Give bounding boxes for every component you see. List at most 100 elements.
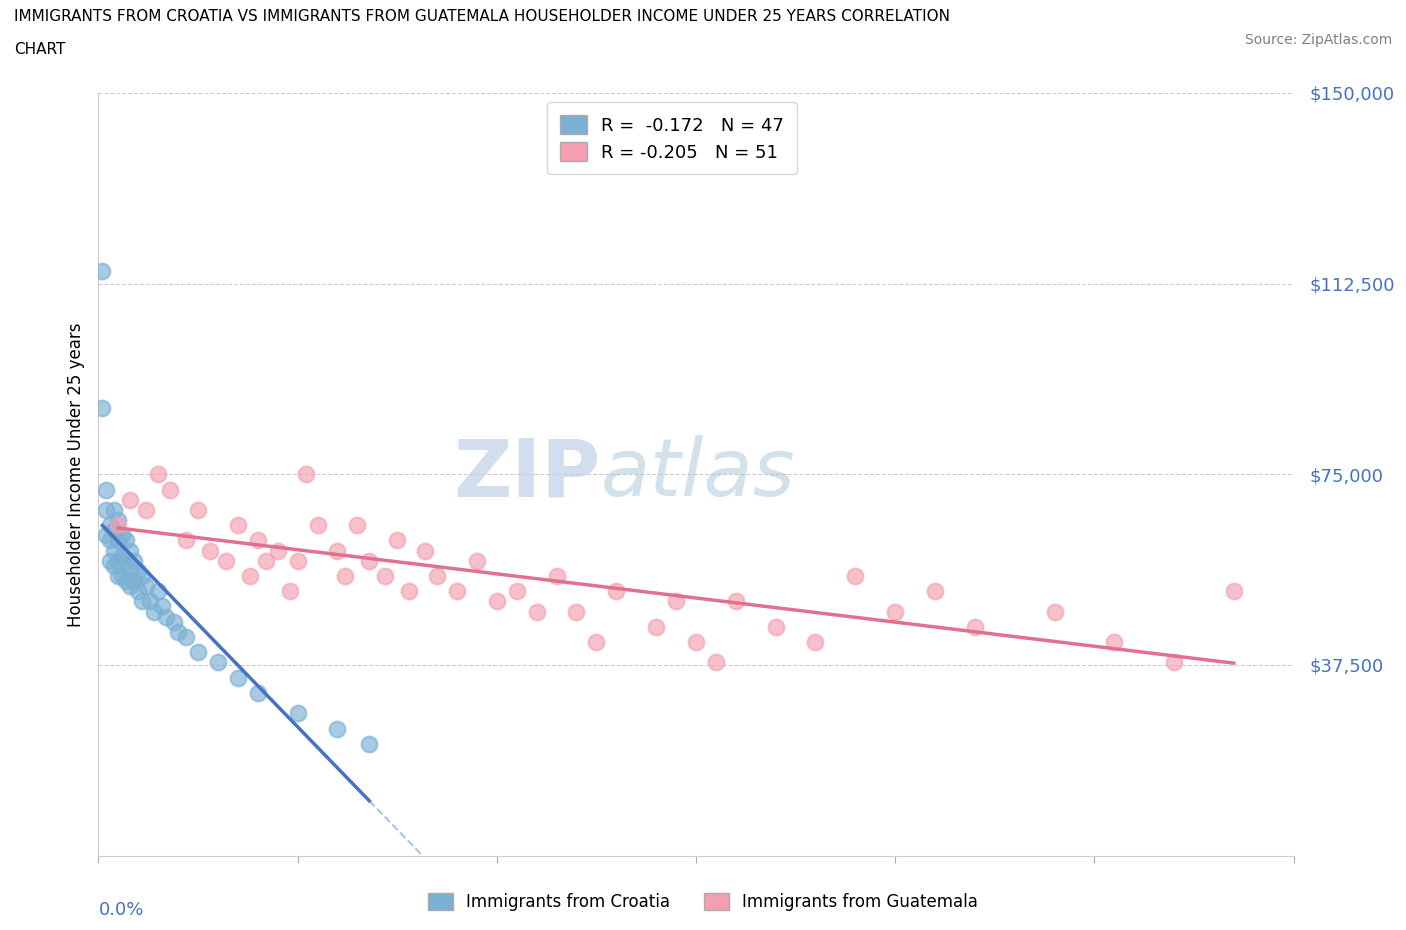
Point bbox=[111, 528, 134, 543]
Point bbox=[107, 518, 129, 533]
Point bbox=[359, 553, 381, 568]
Point bbox=[174, 630, 197, 644]
Point bbox=[398, 584, 420, 599]
Point bbox=[155, 609, 177, 624]
Point bbox=[1223, 584, 1246, 599]
Point bbox=[150, 599, 173, 614]
Point bbox=[1163, 655, 1185, 670]
Point bbox=[159, 482, 181, 497]
Point bbox=[124, 553, 146, 568]
Point bbox=[187, 644, 209, 659]
Point bbox=[98, 533, 122, 548]
Point bbox=[148, 584, 170, 599]
Point bbox=[127, 564, 149, 578]
Point bbox=[174, 533, 197, 548]
Point bbox=[115, 533, 138, 548]
Point bbox=[1104, 634, 1126, 649]
Point bbox=[96, 482, 118, 497]
Point bbox=[226, 671, 249, 685]
Point bbox=[294, 467, 316, 482]
Point bbox=[645, 619, 668, 634]
Text: ZIP: ZIP bbox=[453, 435, 600, 513]
Point bbox=[254, 553, 277, 568]
Point bbox=[963, 619, 986, 634]
Text: Source: ZipAtlas.com: Source: ZipAtlas.com bbox=[1244, 33, 1392, 46]
Point bbox=[139, 594, 162, 609]
Point bbox=[765, 619, 787, 634]
Point bbox=[724, 594, 747, 609]
Point bbox=[346, 518, 368, 533]
Point bbox=[124, 574, 146, 589]
Point bbox=[359, 737, 381, 751]
Text: CHART: CHART bbox=[14, 42, 66, 57]
Point bbox=[446, 584, 468, 599]
Point bbox=[131, 568, 153, 583]
Point bbox=[96, 528, 118, 543]
Point bbox=[385, 533, 409, 548]
Point bbox=[120, 543, 142, 558]
Point bbox=[135, 502, 157, 517]
Point bbox=[287, 706, 309, 721]
Point bbox=[413, 543, 436, 558]
Point bbox=[226, 518, 249, 533]
Point bbox=[465, 553, 488, 568]
Point bbox=[335, 568, 357, 583]
Point bbox=[215, 553, 238, 568]
Point bbox=[107, 553, 129, 568]
Point bbox=[307, 518, 329, 533]
Point bbox=[585, 634, 607, 649]
Point bbox=[131, 594, 153, 609]
Point bbox=[98, 518, 122, 533]
Point bbox=[844, 568, 866, 583]
Point bbox=[143, 604, 166, 619]
Point bbox=[485, 594, 508, 609]
Point bbox=[103, 558, 125, 573]
Point bbox=[565, 604, 588, 619]
Point bbox=[120, 558, 142, 573]
Point bbox=[198, 543, 221, 558]
Legend: R =  -0.172   N = 47, R = -0.205   N = 51: R = -0.172 N = 47, R = -0.205 N = 51 bbox=[547, 102, 797, 174]
Point bbox=[167, 624, 190, 639]
Point bbox=[148, 467, 170, 482]
Point bbox=[426, 568, 449, 583]
Point bbox=[163, 615, 186, 630]
Point bbox=[103, 543, 125, 558]
Text: 0.0%: 0.0% bbox=[98, 901, 143, 920]
Point bbox=[704, 655, 727, 670]
Point bbox=[115, 553, 138, 568]
Point bbox=[1043, 604, 1066, 619]
Point bbox=[187, 502, 209, 517]
Point bbox=[267, 543, 290, 558]
Point bbox=[374, 568, 396, 583]
Point bbox=[111, 548, 134, 563]
Point bbox=[135, 578, 157, 593]
Text: IMMIGRANTS FROM CROATIA VS IMMIGRANTS FROM GUATEMALA HOUSEHOLDER INCOME UNDER 25: IMMIGRANTS FROM CROATIA VS IMMIGRANTS FR… bbox=[14, 9, 950, 24]
Point bbox=[115, 574, 138, 589]
Point bbox=[91, 401, 114, 416]
Point bbox=[884, 604, 907, 619]
Point bbox=[120, 492, 142, 507]
Point bbox=[685, 634, 707, 649]
Point bbox=[804, 634, 827, 649]
Point bbox=[207, 655, 229, 670]
Point bbox=[924, 584, 946, 599]
Point bbox=[326, 721, 349, 736]
Point bbox=[111, 568, 134, 583]
Point bbox=[98, 553, 122, 568]
Text: atlas: atlas bbox=[600, 435, 796, 513]
Point bbox=[127, 584, 149, 599]
Point bbox=[96, 502, 118, 517]
Point bbox=[246, 533, 269, 548]
Point bbox=[526, 604, 548, 619]
Legend: Immigrants from Croatia, Immigrants from Guatemala: Immigrants from Croatia, Immigrants from… bbox=[420, 884, 986, 920]
Point bbox=[103, 502, 125, 517]
Point bbox=[546, 568, 568, 583]
Point bbox=[326, 543, 349, 558]
Point bbox=[120, 578, 142, 593]
Y-axis label: Householder Income Under 25 years: Householder Income Under 25 years bbox=[66, 322, 84, 627]
Point bbox=[91, 263, 114, 278]
Point bbox=[239, 568, 262, 583]
Point bbox=[506, 584, 529, 599]
Point bbox=[107, 568, 129, 583]
Point bbox=[107, 533, 129, 548]
